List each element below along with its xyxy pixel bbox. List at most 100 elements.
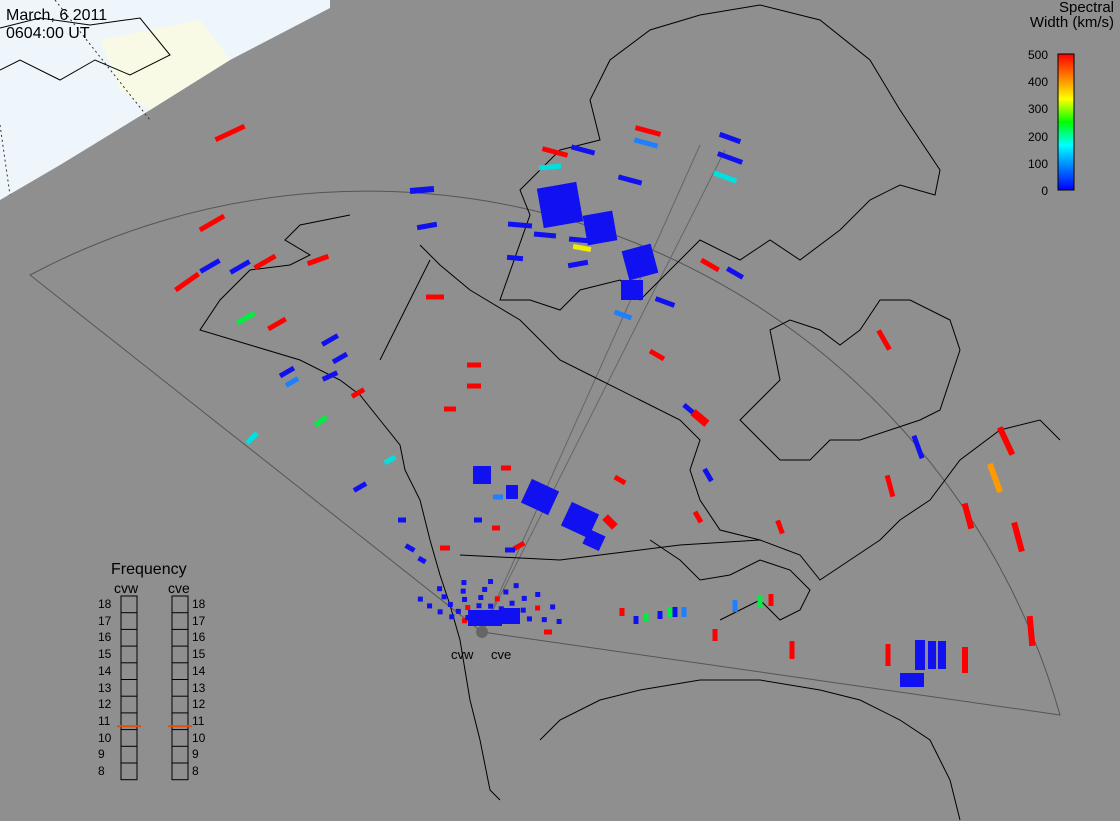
scatter-cell-near-radar (512, 616, 518, 622)
scatter-cell (712, 170, 738, 184)
scatter-cell (541, 146, 569, 158)
radar-site-marker (476, 626, 488, 638)
scatter-cell (987, 462, 1003, 494)
scatter-cell (757, 596, 763, 608)
frequency-scale-label-right: 18 (192, 597, 206, 611)
frequency-scale-label-left: 8 (98, 764, 105, 778)
scatter-cell (284, 376, 300, 388)
scatter-cell (229, 259, 251, 275)
scatter-cell (700, 257, 720, 273)
scatter-cell-dense (560, 501, 600, 539)
scatter-cell (501, 465, 511, 471)
colorbar-tick: 0 (1041, 184, 1048, 198)
scatter-cell-dense (536, 181, 584, 229)
colorbar-tick: 300 (1027, 102, 1048, 117)
scatter-cell-near-radar (535, 591, 541, 597)
scatter-cell (634, 125, 662, 137)
frequency-scale-label-left: 18 (98, 597, 112, 611)
scatter-cell (672, 607, 678, 617)
scatter-cell (352, 481, 368, 493)
scatter-cell (911, 434, 925, 460)
scatter-cell (505, 547, 515, 553)
scatter-cell (648, 348, 666, 362)
scatter-cell (725, 266, 745, 280)
scatter-cell (278, 365, 296, 379)
scatter-cell-near-radar (521, 595, 527, 601)
scatter-cell (567, 259, 589, 269)
scatter-cell (493, 494, 503, 500)
scatter-cell-near-radar (488, 579, 494, 585)
scatter-cell-near-radar (520, 607, 526, 613)
scatter-cell-near-radar (447, 601, 453, 607)
scatter-cell (409, 185, 435, 195)
scatter-cell-near-radar (513, 583, 519, 589)
beam-line-east (481, 149, 726, 633)
scatter-cell-dense (915, 640, 925, 670)
backscatter-cells (174, 123, 1036, 687)
colorbar-tick: 100 (1027, 156, 1048, 171)
scatter-cell (492, 525, 500, 531)
scatter-cell (775, 519, 785, 535)
scatter-cell (404, 543, 416, 553)
frequency-scale-label-right: 8 (192, 764, 199, 778)
frequency-scale-label-left: 15 (98, 647, 112, 662)
scatter-cell-near-radar (494, 596, 500, 602)
colorbar-tick: 500 (1027, 48, 1048, 62)
scatter-cell (961, 502, 975, 530)
radar-label-cvw: cvw (451, 647, 474, 662)
scatter-cell-near-radar (465, 615, 471, 621)
scatter-cell (267, 316, 287, 332)
scatter-cell-dense (621, 280, 643, 300)
scatter-cell (506, 254, 524, 262)
scatter-cell-dense (473, 466, 491, 484)
scatter-cell-near-radar (437, 609, 443, 615)
frequency-scale-label-left: 9 (98, 747, 105, 762)
scatter-cell (417, 555, 427, 565)
scatter-cell-near-radar (482, 586, 488, 592)
frequency-scale-label-right: 14 (192, 663, 206, 678)
frequency-scale-label-right: 13 (192, 680, 206, 695)
scatter-cell-near-radar (483, 611, 489, 617)
scatter-cell (512, 540, 526, 552)
scatter-cell-near-radar (498, 618, 504, 624)
scatter-cell-near-radar (449, 614, 455, 620)
scatter-cell (568, 236, 592, 244)
greenland-coast-daylight (0, 17, 171, 81)
frequency-gauges (117, 595, 192, 781)
scatter-cell-near-radar (478, 595, 484, 601)
scatter-cell (416, 221, 438, 231)
scatter-cell-near-radar (441, 594, 447, 600)
coastlines (199, 4, 1061, 821)
beam-line-west (481, 144, 701, 633)
radar-fov-fan (29, 190, 1061, 716)
frequency-scale-label-left: 17 (98, 613, 112, 628)
scatter-cell (321, 370, 339, 382)
scatter-cell (768, 594, 774, 606)
freq-radar-cvw: cvw (114, 580, 139, 596)
colorbar-tick: 400 (1027, 75, 1048, 90)
scatter-cell (876, 329, 892, 351)
scatter-cell (572, 243, 592, 253)
frequency-scale-label-left: 10 (98, 730, 112, 745)
scatter-cell-dense (506, 485, 518, 499)
scatter-cell (331, 351, 349, 365)
scatter-cell (690, 409, 710, 427)
scatter-cell (602, 514, 618, 530)
scatter-cell-dense (582, 210, 618, 246)
scatter-cell-near-radar (470, 612, 476, 618)
scatter-cell-near-radar (437, 586, 443, 592)
scatter-cell (712, 629, 718, 641)
scatter-cell-near-radar (488, 603, 494, 609)
scatter-cell (885, 644, 891, 666)
scatter-cell-dense (520, 478, 560, 516)
colorbar-title: Spectral Width (km/s) (1030, 0, 1114, 30)
scatter-cell-dense (938, 641, 946, 669)
scatter-cell-dense (928, 641, 936, 669)
scatter-cell-dense (582, 528, 606, 552)
scatter-cell (440, 545, 450, 551)
frequency-scale-label-right: 16 (192, 630, 206, 645)
scatter-cell (702, 467, 714, 483)
scatter-cell (245, 431, 259, 445)
time-label: 0604:00 UT (6, 25, 90, 42)
scatter-cell (320, 333, 340, 347)
